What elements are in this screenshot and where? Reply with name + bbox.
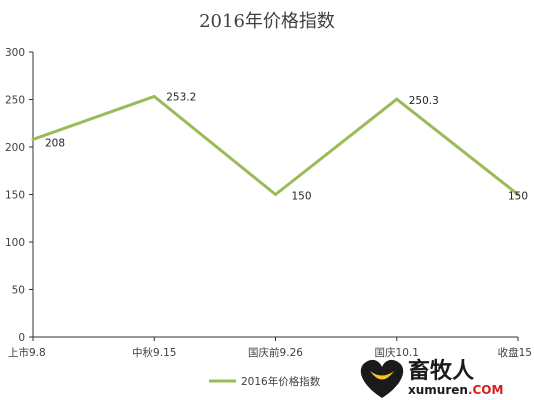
heart-logo-icon [360, 359, 404, 398]
legend-label: 2016年价格指数 [241, 375, 321, 388]
data-point [516, 193, 520, 196]
watermark-main-text: 畜牧人 [408, 358, 474, 384]
data-point [152, 94, 156, 98]
y-axis: 0 50 100 150 200 250 300 [5, 47, 34, 344]
data-point [31, 137, 35, 141]
x-tick-label: 收盘15 [498, 346, 532, 359]
legend: 2016年价格指数 [209, 375, 321, 388]
data-label: 253.2 [166, 91, 196, 103]
data-point [395, 97, 399, 101]
y-tick-label: 0 [18, 332, 25, 344]
y-tick-label: 100 [5, 237, 25, 249]
y-tick-label: 300 [5, 47, 25, 59]
y-tick-label: 150 [5, 190, 25, 202]
y-tick-label: 200 [5, 142, 25, 154]
data-label: 250.3 [409, 95, 439, 107]
data-label: 208 [45, 137, 65, 149]
plot-area [31, 94, 520, 197]
x-tick-label: 中秋9.15 [132, 346, 176, 359]
watermark-domain: xumuren [408, 383, 468, 397]
x-axis: 上市9.8 中秋9.15 国庆前9.26 国庆10.1 收盘15 [8, 336, 532, 359]
watermark-sub-text: xumuren.COM [408, 383, 503, 397]
x-tick-label: 国庆10.1 [375, 346, 419, 359]
watermark-com: .COM [468, 383, 504, 397]
y-tick-label: 50 [12, 285, 25, 297]
data-labels: 208 253.2 150 250.3 150 [45, 91, 528, 202]
series-line [32, 94, 519, 197]
watermark-logo: 畜牧人 xumuren.COM [360, 358, 503, 398]
data-point [274, 193, 277, 196]
y-tick-label: 250 [5, 95, 25, 107]
x-tick-label: 上市9.8 [8, 346, 46, 359]
data-label: 150 [292, 191, 312, 203]
data-label: 150 [508, 191, 528, 203]
x-tick-label: 国庆前9.26 [248, 346, 303, 359]
chart-title: 2016年价格指数 [199, 11, 335, 32]
